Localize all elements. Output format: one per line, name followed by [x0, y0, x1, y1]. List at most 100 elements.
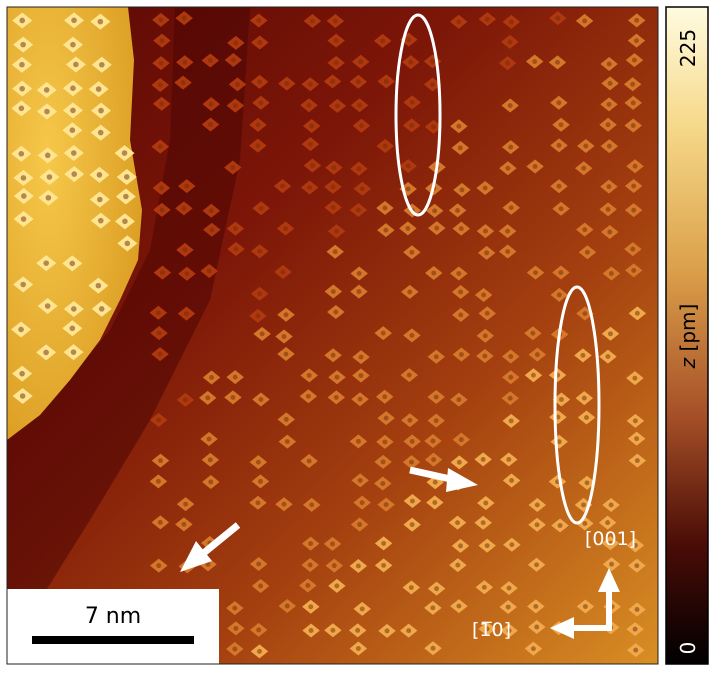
molecule-center: [181, 521, 187, 527]
molecule-center: [230, 394, 236, 400]
molecule-center: [95, 86, 102, 92]
molecule-center: [332, 18, 338, 24]
molecule-center: [581, 165, 587, 171]
molecule-center: [631, 183, 637, 189]
molecule-center: [232, 103, 238, 109]
molecule-center: [606, 143, 612, 149]
molecule-center: [43, 87, 50, 93]
molecule-center: [456, 459, 462, 465]
molecule-center: [333, 309, 339, 315]
molecule-center: [98, 306, 105, 312]
molecule-center: [258, 205, 264, 211]
molecule-center: [406, 372, 412, 378]
molecule-center: [208, 122, 214, 127]
molecule-center: [631, 267, 637, 273]
molecule-center: [232, 374, 238, 380]
molecule-center: [355, 79, 361, 85]
molecule-center: [157, 82, 163, 88]
molecule-center: [307, 81, 313, 87]
molecule-center: [508, 354, 514, 359]
molecule-center: [381, 540, 387, 546]
molecule-center: [355, 627, 361, 633]
molecule-center: [456, 397, 462, 403]
molecule-center: [556, 292, 562, 298]
molecule-center: [430, 438, 436, 444]
scale-bar: [32, 636, 194, 644]
molecule-center: [159, 101, 165, 107]
direction-001-label: [001]: [585, 528, 636, 550]
molecule-center: [530, 330, 536, 336]
molecule-center: [156, 563, 162, 569]
molecule-center: [580, 352, 586, 358]
molecule-center: [380, 481, 386, 486]
molecule-center: [434, 586, 440, 592]
molecule-center: [556, 142, 562, 148]
molecule-center: [309, 18, 315, 24]
molecule-center: [330, 205, 336, 210]
molecule-center: [284, 439, 290, 445]
molecule-center: [558, 206, 564, 212]
molecule-center: [582, 227, 588, 233]
molecule-center: [506, 585, 512, 591]
molecule-center: [458, 543, 463, 549]
molecule-center: [206, 436, 212, 442]
molecule-center: [308, 628, 314, 633]
molecule-center: [359, 500, 365, 506]
molecule-center: [380, 38, 386, 44]
molecule-center: [309, 123, 315, 129]
molecule-center: [233, 226, 238, 232]
scale-bar-label: 7 nm: [85, 604, 141, 629]
molecule-center: [632, 375, 638, 381]
molecule-center: [432, 479, 438, 485]
molecule-center: [507, 395, 513, 401]
molecule-center: [256, 627, 262, 633]
molecule-center: [507, 103, 513, 109]
molecule-center: [255, 313, 261, 319]
molecule-center: [70, 85, 76, 91]
molecule-center: [233, 246, 239, 252]
molecule-center: [405, 186, 411, 192]
molecule-center: [409, 249, 415, 255]
molecule-center: [582, 521, 588, 526]
molecule-center: [382, 439, 388, 445]
molecule-center: [97, 18, 104, 25]
molecule-center: [482, 185, 488, 191]
molecule-center: [208, 208, 214, 214]
molecule-center: [71, 17, 77, 24]
molecule-center: [256, 18, 262, 23]
direction-axes: [550, 568, 620, 639]
molecule-center: [255, 143, 261, 149]
island-molecules: [11, 12, 138, 404]
molecule-center: [481, 584, 487, 590]
ellipse-marker-right: [553, 285, 601, 525]
molecule-center: [355, 563, 361, 569]
molecule-center: [280, 269, 286, 275]
molecule-center: [634, 436, 640, 442]
molecule-center: [534, 522, 540, 528]
molecule-center: [533, 270, 538, 276]
molecule-center: [71, 306, 77, 312]
molecule-center: [71, 171, 78, 177]
molecule-center: [18, 150, 25, 157]
molecule-center: [43, 349, 49, 356]
molecule-center: [281, 334, 287, 339]
molecule-center: [181, 205, 187, 211]
molecule-center: [73, 61, 79, 68]
colorbar-axis-var: z: [676, 357, 700, 369]
molecule-center: [158, 17, 164, 23]
molecule-center: [19, 85, 26, 92]
molecule-center: [307, 562, 313, 568]
molecule-center: [430, 58, 436, 64]
molecule-center: [258, 397, 264, 402]
molecule-center: [505, 604, 511, 610]
molecule-center: [583, 143, 589, 149]
molecule-center: [306, 102, 312, 108]
molecule-center: [19, 370, 25, 377]
molecule-center: [508, 144, 514, 150]
molecule-center: [456, 19, 462, 25]
molecule-center: [21, 193, 27, 199]
stm-image: [001] [1̅0] 7 nm: [7, 7, 658, 664]
molecule-center: [505, 165, 511, 171]
molecule-center: [334, 374, 340, 380]
molecule-center: [182, 247, 188, 253]
